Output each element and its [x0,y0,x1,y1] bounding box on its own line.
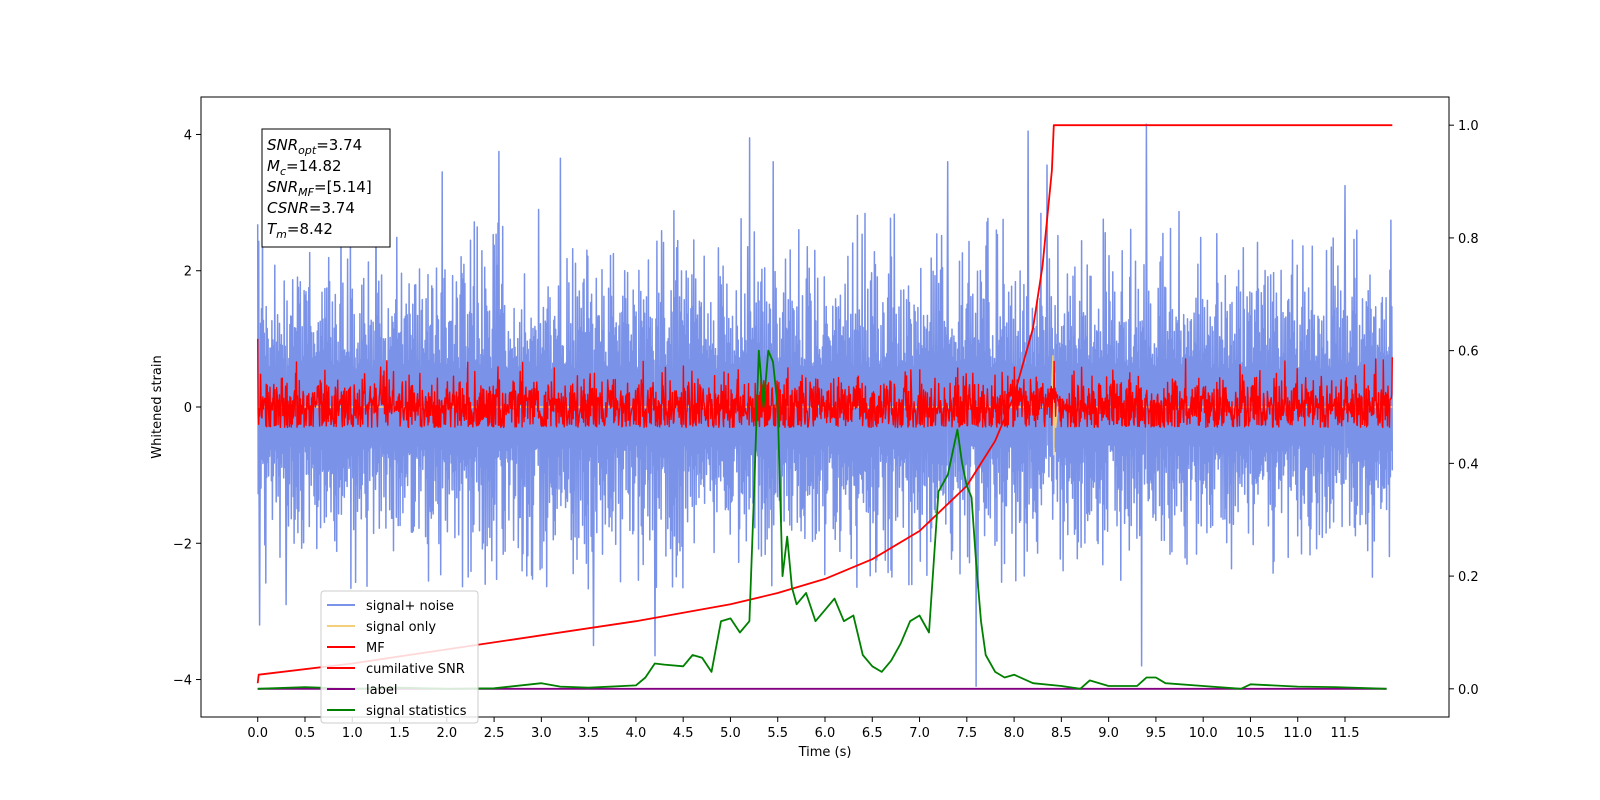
annotation-line: Mc=14.82 [267,157,342,178]
legend-label: signal only [366,620,436,635]
legend-label: cumilative SNR [366,662,465,677]
y-tick-label: −4 [173,674,192,689]
y2-tick-label: 0.6 [1458,345,1479,360]
annotation-line: Tm=8.42 [267,220,333,241]
x-tick-label: 11.5 [1331,726,1360,741]
annotation-line: SNRopt=3.74 [267,136,362,157]
x-tick-label: 4.0 [626,726,647,741]
x-tick-label: 8.5 [1051,726,1072,741]
y2-tick-label: 0.8 [1458,232,1479,247]
annotation-line: CSNR=3.74 [267,199,355,217]
x-tick-label: 7.0 [909,726,930,741]
annotation-frame [261,128,391,248]
x-tick-label: 1.0 [342,726,363,741]
x-tick-label: 3.5 [578,726,599,741]
y2-tick-label: 1.0 [1458,119,1479,134]
x-tick-label: 10.5 [1236,726,1265,741]
legend-frame [320,590,479,724]
x-axis-label: Time (s) [798,745,852,760]
x-tick-label: 6.0 [815,726,836,741]
y-ticks: 4 2 0 −2 −4 [173,128,201,689]
y-tick-label: 2 [184,265,192,280]
legend-label: signal+ noise [366,599,454,614]
x-tick-label: 2.0 [436,726,457,741]
x-tick-label: 2.5 [484,726,505,741]
legend: signal+ noise signal only MF cumilative SNR… [320,590,479,724]
x-tick-label: 5.5 [767,726,788,741]
y-tick-label: 4 [184,128,192,143]
y-tick-label: −2 [173,537,192,552]
y-tick-label: 0 [184,401,192,416]
x-tick-label: 5.0 [720,726,741,741]
x-tick-label: 4.5 [673,726,694,741]
y2-tick-label: 0.0 [1458,683,1479,698]
x-tick-label: 0.0 [247,726,268,741]
y2-tick-label: 0.4 [1458,457,1479,472]
y2-ticks: 1.0 0.8 0.6 0.4 0.2 0.0 [1449,119,1479,698]
x-tick-label: 6.5 [862,726,883,741]
x-tick-label: 9.0 [1098,726,1119,741]
x-tick-label: 7.5 [956,726,977,741]
x-tick-label: 10.0 [1189,726,1218,741]
series-mf [257,338,1393,429]
x-tick-label: 3.0 [531,726,552,741]
legend-label: signal statistics [366,704,467,719]
x-tick-label: 9.5 [1146,726,1167,741]
x-tick-label: 0.5 [295,726,316,741]
x-ticks: 0.0 0.5 1.0 1.5 2.0 2.5 3.0 3.5 4.0 4.5 5.0 5.5 6.0 6… [247,717,1359,741]
annotation-line: SNRMF=[5.14] [267,178,372,199]
legend-label: MF [366,641,385,656]
x-tick-label: 1.5 [389,726,410,741]
legend-label: label [366,683,397,698]
x-tick-label: 8.0 [1004,726,1025,741]
series-signal-statistics [257,349,1387,690]
y-axis-label: Whitened strain [150,355,165,458]
annotation-box: SNRopt=3.74Mc=14.82SNRMF=[5.14]CSNR=3.74… [261,128,391,248]
y2-tick-label: 0.2 [1458,570,1479,585]
x-tick-label: 11.0 [1283,726,1312,741]
